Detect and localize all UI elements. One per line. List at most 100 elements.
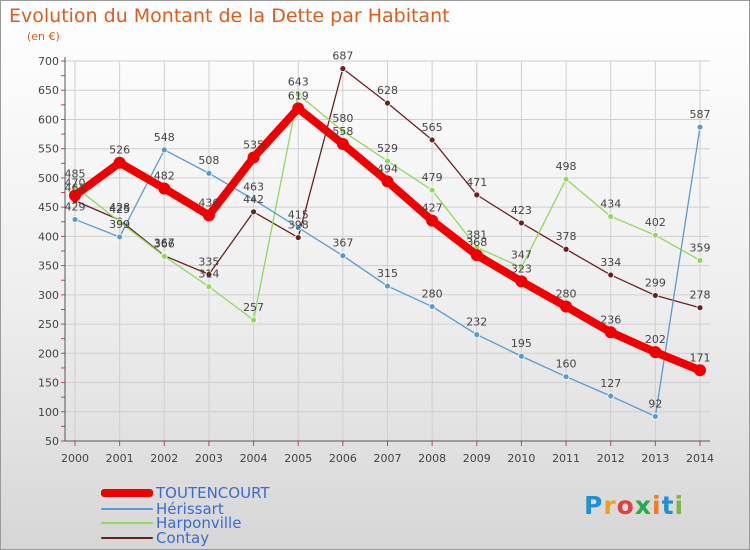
- data-label: 232: [466, 316, 487, 329]
- data-point: [339, 65, 347, 72]
- y-tick-label: 450: [38, 201, 59, 214]
- data-point: [205, 283, 213, 291]
- data-label: 494: [377, 162, 398, 175]
- data-point: [247, 151, 260, 164]
- data-point: [473, 191, 481, 199]
- logo-letter: x: [634, 491, 652, 520]
- y-tick-label: 500: [38, 172, 59, 185]
- x-tick-label: 2010: [507, 452, 535, 465]
- data-point: [607, 213, 615, 220]
- data-point: [384, 157, 391, 165]
- data-point: [428, 136, 436, 144]
- data-point: [694, 364, 706, 377]
- data-point: [426, 214, 439, 227]
- data-label: 160: [556, 358, 577, 371]
- data-label: 558: [332, 125, 353, 138]
- data-point: [562, 175, 570, 183]
- data-label: 479: [422, 171, 443, 184]
- data-label: 687: [332, 50, 353, 63]
- x-tick-label: 2000: [61, 452, 89, 465]
- data-label: 429: [65, 200, 86, 213]
- logo-letter: r: [603, 491, 617, 520]
- data-point: [562, 245, 570, 253]
- y-tick-label: 300: [38, 289, 59, 302]
- data-point: [518, 263, 525, 271]
- data-label: 442: [243, 193, 264, 206]
- data-point: [651, 413, 659, 420]
- data-point: [158, 182, 171, 195]
- data-label: 127: [600, 377, 621, 390]
- data-label: 415: [288, 209, 309, 222]
- legend-swatch: [101, 508, 153, 510]
- data-point: [160, 252, 168, 260]
- data-label: 399: [109, 218, 130, 231]
- logo-letter: o: [616, 491, 635, 520]
- data-point: [339, 252, 347, 260]
- data-label: 299: [645, 276, 666, 289]
- y-tick-label: 400: [38, 230, 59, 243]
- data-label: 485: [65, 168, 86, 181]
- data-point: [651, 292, 659, 299]
- data-label: 323: [511, 262, 532, 275]
- data-label: 347: [511, 248, 532, 261]
- data-point: [518, 352, 525, 360]
- data-point: [336, 138, 349, 151]
- data-point: [518, 219, 525, 227]
- x-tick-label: 2011: [552, 452, 580, 465]
- data-point: [205, 270, 213, 278]
- data-label: 461: [65, 182, 86, 195]
- x-tick-label: 2008: [418, 452, 446, 465]
- data-point: [470, 249, 483, 262]
- data-label: 619: [288, 89, 309, 102]
- data-label: 236: [600, 313, 621, 326]
- x-tick-label: 2001: [106, 452, 134, 465]
- data-point: [205, 169, 213, 177]
- logo-letter: i: [674, 491, 685, 520]
- chart-subtitle: (en €): [27, 30, 60, 43]
- data-point: [250, 196, 257, 203]
- data-label: 367: [154, 237, 175, 250]
- data-point: [384, 99, 391, 107]
- y-tick-label: 600: [38, 113, 59, 126]
- data-label: 334: [600, 256, 621, 269]
- y-tick-label: 650: [38, 84, 59, 97]
- x-tick-label: 2005: [284, 452, 312, 465]
- data-point: [428, 186, 436, 194]
- y-tick-label: 250: [38, 318, 59, 331]
- data-label: 278: [690, 289, 711, 302]
- legend-swatch: [101, 522, 153, 524]
- y-tick-label: 50: [45, 435, 59, 448]
- proxiti-logo: Proxiti: [584, 491, 684, 520]
- legend-item-harponville: Harponville: [101, 515, 241, 531]
- data-point: [649, 346, 662, 359]
- data-label: 428: [109, 201, 130, 214]
- data-label: 565: [422, 121, 443, 134]
- data-point: [292, 102, 305, 115]
- data-point: [71, 216, 79, 223]
- y-tick-label: 150: [38, 377, 59, 390]
- data-label: 436: [198, 196, 219, 209]
- x-tick-label: 2009: [463, 452, 491, 465]
- data-point: [113, 156, 126, 169]
- x-tick-label: 2007: [374, 452, 402, 465]
- data-point: [116, 218, 124, 226]
- data-label: 366: [154, 237, 175, 250]
- data-point: [339, 127, 347, 135]
- data-label: 280: [422, 288, 443, 301]
- data-point: [604, 326, 617, 339]
- legend-item-herissart: Hérissart: [101, 501, 224, 517]
- data-label: 423: [511, 204, 532, 217]
- data-point: [250, 316, 257, 324]
- data-point: [294, 90, 302, 98]
- data-point: [651, 231, 659, 239]
- data-point: [607, 392, 615, 400]
- x-tick-label: 2004: [240, 452, 268, 465]
- data-point: [560, 300, 573, 313]
- data-label: 315: [377, 267, 398, 280]
- y-tick-label: 700: [38, 55, 59, 68]
- legend-label: Contay: [156, 528, 210, 547]
- data-point: [515, 275, 528, 288]
- y-tick-label: 350: [38, 260, 59, 273]
- data-label: 548: [154, 131, 175, 144]
